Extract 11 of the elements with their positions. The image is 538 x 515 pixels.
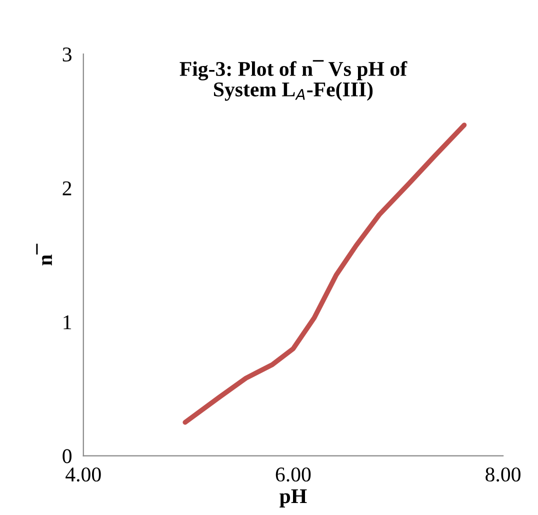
text: Fig-3: Plot of n¯ Vs pH of System L$_{A}$-Fe(III): [180, 60, 408, 101]
y-tick-label: 2: [62, 181, 72, 196]
x-tick-label: 8.00: [486, 467, 520, 482]
y-tick-label: 1: [64, 315, 72, 330]
y-tick-label: 0: [62, 449, 72, 464]
x-axis-title: pH: [280, 489, 307, 508]
line-series: [182, 122, 467, 425]
y-tick-label: 3: [62, 48, 72, 62]
x-tick-label: 6.00: [276, 467, 311, 482]
y-axis-title: n¯: [36, 244, 52, 266]
x-tick-label: 4.00: [66, 467, 101, 482]
